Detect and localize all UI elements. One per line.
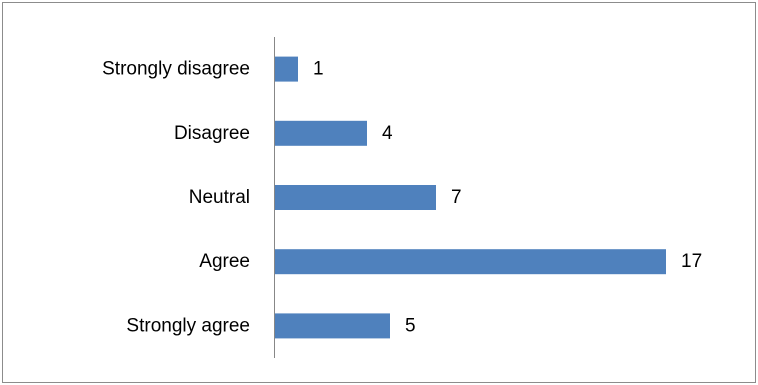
labels-layer: Strongly disagree 1 Disagree 4 Neutral 7 Agree… [102, 59, 702, 337]
category-label: Strongly agree [126, 315, 250, 336]
bar-strongly-agree [275, 313, 390, 339]
bar-agree [275, 249, 666, 275]
bar-strongly-disagree [275, 56, 298, 82]
category-label: Disagree [174, 123, 250, 144]
category-label: Neutral [189, 187, 250, 208]
bar-disagree [275, 120, 367, 146]
data-label: 4 [382, 123, 393, 144]
bar-neutral [275, 185, 436, 210]
data-label: 1 [313, 59, 324, 80]
category-label: Strongly disagree [102, 59, 250, 80]
bars-layer [275, 56, 666, 339]
data-label: 7 [451, 187, 462, 208]
data-label: 5 [405, 315, 416, 336]
data-label: 17 [681, 251, 702, 272]
category-label: Agree [199, 251, 250, 272]
